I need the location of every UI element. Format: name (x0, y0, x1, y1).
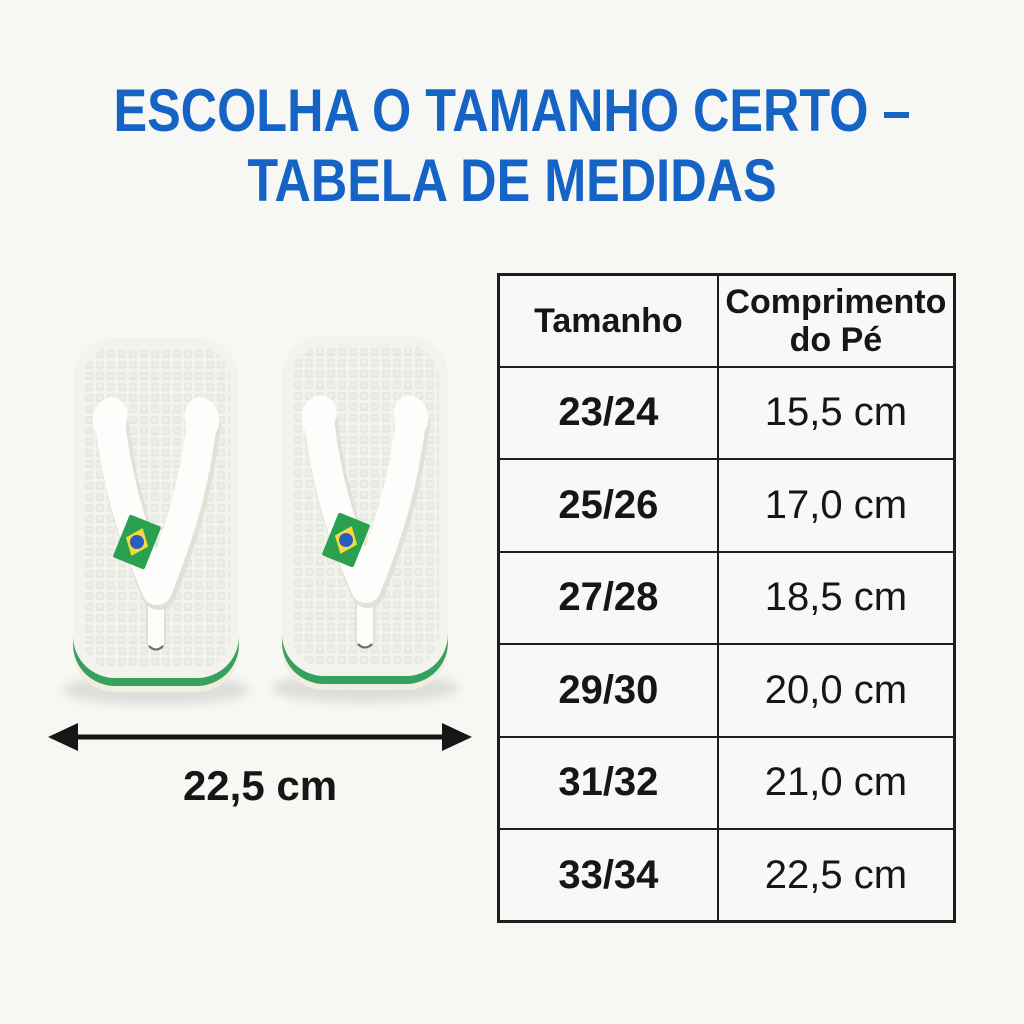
dimension-label: 22,5 cm (182, 762, 338, 809)
size-cell: 33/34 (497, 828, 719, 923)
table-header-length: Comprimento do Pé (716, 273, 956, 368)
size-cell: 31/32 (497, 735, 719, 830)
table-row: 27/28 18,5 cm (497, 550, 956, 645)
size-cell: 27/28 (497, 550, 719, 645)
length-cell: 17,0 cm (716, 458, 956, 553)
arrow-head-left (48, 723, 78, 751)
length-cell: 20,0 cm (716, 643, 956, 738)
title-line-1: ESCOLHA O TAMANHO CERTO – (113, 77, 911, 144)
flip-flop-left (62, 338, 250, 705)
size-table: Tamanho Comprimento do Pé 23/24 15,5 cm 25… (497, 273, 956, 923)
width-arrow (48, 723, 472, 751)
size-cell: 23/24 (497, 365, 719, 460)
table-row: 33/34 22,5 cm (497, 828, 956, 923)
length-cell: 15,5 cm (716, 365, 956, 460)
table-row: 29/30 20,0 cm (497, 643, 956, 738)
size-cell: 29/30 (497, 643, 719, 738)
table-row: 23/24 15,5 cm (497, 365, 956, 460)
product-photo (36, 316, 484, 716)
length-cell: 22,5 cm (716, 828, 956, 923)
table-header-size: Tamanho (497, 273, 719, 368)
length-cell: 18,5 cm (716, 550, 956, 645)
flip-flop-right (271, 336, 459, 703)
table-row: 25/26 17,0 cm (497, 458, 956, 553)
title-line-2: TABELA DE MEDIDAS (247, 147, 777, 215)
table-row: 31/32 21,0 cm (497, 735, 956, 830)
length-cell: 21,0 cm (716, 735, 956, 830)
arrow-head-right (442, 723, 472, 751)
size-cell: 25/26 (497, 458, 719, 553)
page-title: ESCOLHA O TAMANHO CERTO – TABELA DE MEDI… (0, 76, 1024, 216)
table-header-row: Tamanho Comprimento do Pé (497, 273, 956, 368)
